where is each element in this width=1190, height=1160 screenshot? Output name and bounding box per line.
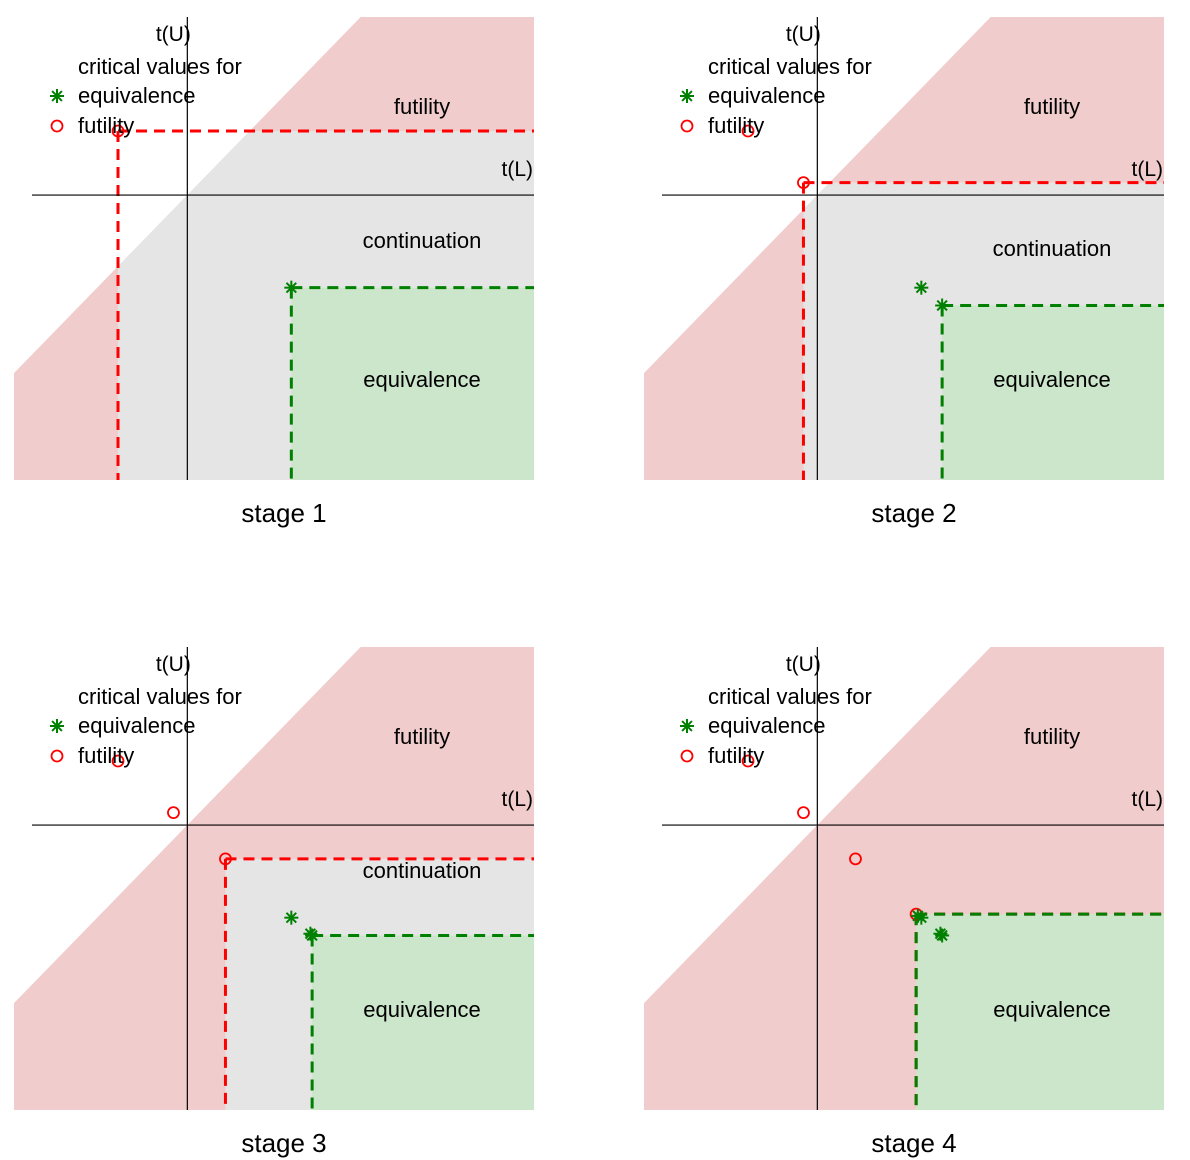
x-axis-label: t(L) [502,788,534,811]
legend-equivalence-icon [50,719,64,733]
legend-title: critical values for [78,684,242,709]
futility-point [111,124,125,138]
legend-item-label: equivalence [708,83,825,108]
continuation-label: continuation [363,858,482,883]
legend-futility-icon [680,119,694,133]
futility-point [741,754,755,768]
continuation-label: continuation [993,236,1112,261]
futility-point [797,806,810,820]
x-axis-label: t(L) [502,158,534,181]
equivalence-region [916,914,1164,1110]
futility-label: futility [1024,94,1080,119]
y-axis-label: t(U) [156,653,191,676]
legend-equivalence-icon [680,89,694,103]
equivalence-label: equivalence [993,997,1110,1022]
panel-stage-3: futility continuation equivalence t(U) t(L) c… [14,647,534,1158]
continuation-label: continuation [363,228,482,253]
legend-item-label: futility [78,743,134,768]
legend-item-label: equivalence [78,713,195,738]
equivalence-label: equivalence [993,367,1110,392]
equivalence-region [291,287,534,480]
stage-title: stage 1 [241,498,326,528]
equivalence-point [303,926,318,941]
panel-stage-2: futility continuation equivalence t(U) t(L) c… [644,17,1164,528]
equivalence-region [312,935,534,1110]
stage-title: stage 2 [871,498,956,528]
legend-equivalence-icon [680,719,694,733]
futility-point [797,176,810,190]
futility-label: futility [1024,724,1080,749]
legend-item-label: equivalence [78,83,195,108]
equivalence-point [914,280,929,295]
legend-item-label: equivalence [708,713,825,738]
futility-label: futility [394,724,450,749]
futility-label: futility [394,94,450,119]
futility-point [849,852,862,866]
equivalence-label: equivalence [363,997,480,1022]
stage-title: stage 3 [241,1128,326,1158]
y-axis-label: t(U) [156,23,191,46]
equivalence-point [284,280,299,295]
equivalence-point [910,908,925,923]
legend-equivalence-icon [50,89,64,103]
panel-stage-4: futility equivalence t(U) t(L) critical valu… [644,647,1164,1158]
legend-title: critical values for [708,684,872,709]
legend-title: critical values for [78,54,242,79]
plot-area [644,647,1164,1110]
stage-title: stage 4 [871,1128,956,1158]
futility-point [111,754,125,768]
y-axis-label: t(U) [786,653,821,676]
equivalence-point [284,910,299,925]
panel-stage-1: futility continuation equivalence t(U) t(L) c… [14,17,534,528]
equivalence-region [942,305,1164,480]
equivalence-point [935,298,950,313]
plot-area [644,17,1164,480]
legend-futility-icon [50,749,64,763]
legend-futility-icon [680,749,694,763]
y-axis-label: t(U) [786,23,821,46]
plot-area [14,647,534,1110]
futility-point [219,852,232,866]
legend-title: critical values for [708,54,872,79]
x-axis-label: t(L) [1132,788,1164,811]
legend-item-label: futility [708,113,764,138]
futility-point [167,806,180,820]
legend-futility-icon [50,119,64,133]
legend-item-label: futility [78,113,134,138]
equivalence-label: equivalence [363,367,480,392]
futility-point [741,124,755,138]
legend-item-label: futility [708,743,764,768]
equivalence-point [933,926,948,941]
x-axis-label: t(L) [1132,158,1164,181]
